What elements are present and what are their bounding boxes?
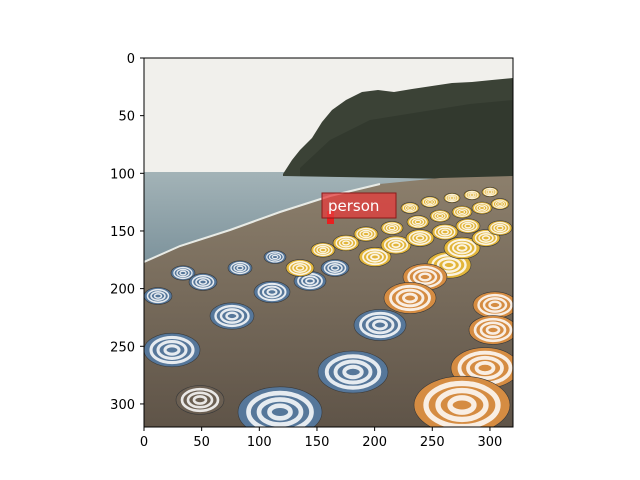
x-tick-label: 250 [420,435,445,450]
umbrella [227,260,253,276]
umbrella [353,309,407,341]
x-tick-label: 300 [478,435,503,450]
y-tick-label: 250 [110,340,135,355]
umbrella [405,229,435,247]
hill-shadow [300,100,513,180]
y-tick-label: 0 [127,52,135,67]
y-axis: 0 50 100 150 200 250 300 [110,52,144,413]
umbrella [413,375,511,427]
detection-label: person [328,197,379,215]
umbrella [443,236,481,260]
umbrella [443,192,461,204]
umbrella [188,273,218,291]
umbrella [144,287,173,305]
x-tick-label: 150 [305,435,330,450]
y-tick-label: 300 [110,398,135,413]
umbrella [175,385,225,415]
umbrella [490,198,510,210]
y-tick-label: 200 [110,283,135,298]
umbrella [481,186,499,198]
umbrella [471,201,493,215]
umbrella [451,205,473,219]
umbrella [468,315,513,345]
umbrella [380,221,404,235]
umbrellas [144,186,513,427]
detection-box: person [321,192,397,224]
umbrella [383,282,437,314]
umbrella [472,291,513,319]
umbrella [144,332,201,368]
umbrella [263,250,287,264]
umbrella [420,196,440,208]
umbrella [332,234,360,252]
umbrella [310,242,336,258]
umbrella [353,226,379,242]
x-tick-label: 0 [140,435,148,450]
x-axis: 0 50 100 150 200 250 300 [140,427,502,450]
x-tick-label: 50 [193,435,210,450]
umbrella [380,235,412,255]
x-tick-label: 100 [247,435,272,450]
umbrella [429,209,451,223]
umbrella [358,247,392,267]
umbrella [463,189,481,201]
x-tick-label: 200 [362,435,387,450]
y-tick-label: 150 [110,225,135,240]
umbrella [320,259,350,277]
umbrella [487,220,513,236]
umbrella [285,259,315,277]
umbrella [170,265,196,281]
umbrella [400,202,420,214]
umbrella [455,218,481,234]
umbrella [237,386,323,427]
umbrella [406,215,430,229]
photo: person [144,58,513,427]
umbrella [209,302,255,330]
umbrella [253,280,291,304]
umbrella [317,350,389,394]
y-tick-label: 100 [110,167,135,182]
umbrella [431,223,459,241]
plot-frame [143,57,514,428]
y-tick-label: 50 [118,110,135,125]
